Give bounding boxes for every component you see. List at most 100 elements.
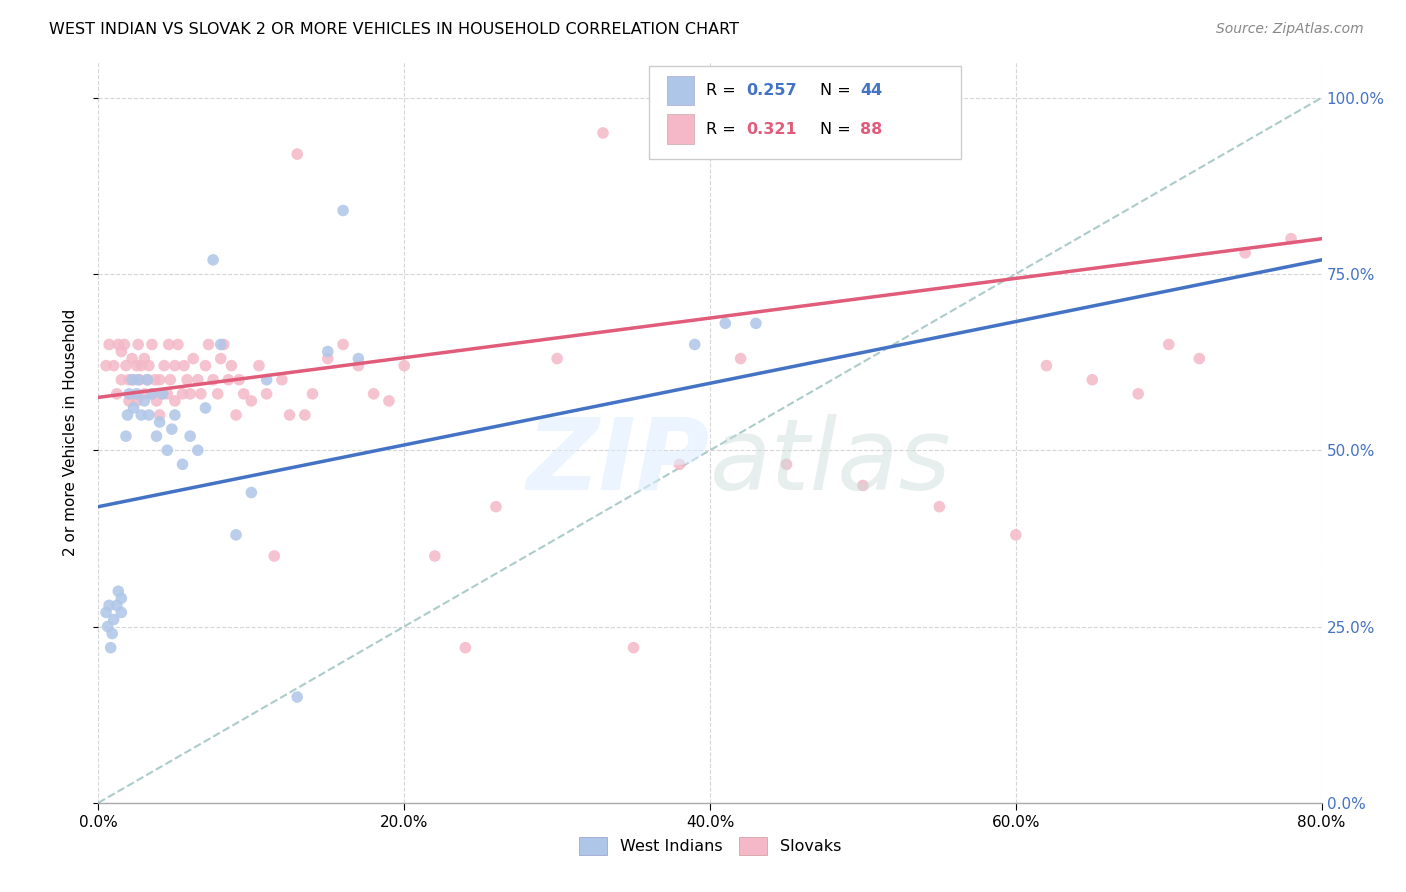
Point: [209, 351, 232, 366]
Point: [110, 606, 132, 620]
Point: [125, 393, 148, 408]
FancyBboxPatch shape: [648, 66, 960, 159]
Text: ZIP: ZIP: [527, 414, 710, 511]
Point: [775, 458, 797, 472]
Text: 0.257: 0.257: [747, 83, 797, 98]
Point: [153, 359, 176, 373]
Point: [110, 344, 132, 359]
Text: R =: R =: [706, 83, 741, 98]
Text: 0.321: 0.321: [747, 121, 797, 136]
Point: [928, 500, 950, 514]
Point: [97, 619, 120, 633]
Point: [852, 478, 875, 492]
Point: [110, 591, 132, 606]
Point: [127, 337, 149, 351]
Point: [256, 387, 278, 401]
Point: [1279, 232, 1302, 246]
Point: [134, 387, 156, 401]
Point: [105, 387, 128, 401]
Point: [141, 387, 163, 401]
Point: [730, 351, 752, 366]
Point: [247, 359, 270, 373]
Point: [136, 373, 159, 387]
Point: [212, 337, 235, 351]
Point: [202, 252, 225, 267]
Point: [125, 387, 148, 401]
Point: [217, 373, 239, 387]
Point: [546, 351, 568, 366]
Text: WEST INDIAN VS SLOVAK 2 OR MORE VEHICLES IN HOUSEHOLD CORRELATION CHART: WEST INDIAN VS SLOVAK 2 OR MORE VEHICLES…: [49, 22, 740, 37]
Point: [263, 549, 285, 563]
Point: [332, 203, 354, 218]
Point: [1157, 337, 1180, 351]
Point: [94, 359, 117, 373]
Point: [745, 316, 768, 330]
Point: [301, 387, 323, 401]
Point: [1035, 359, 1057, 373]
Point: [129, 408, 152, 422]
Text: atlas: atlas: [710, 414, 952, 511]
Point: [256, 373, 278, 387]
Point: [152, 387, 174, 401]
Point: [194, 359, 217, 373]
Point: [316, 344, 339, 359]
Text: R =: R =: [706, 121, 741, 136]
Point: [172, 387, 194, 401]
Point: [163, 359, 186, 373]
Point: [202, 373, 225, 387]
Point: [138, 359, 160, 373]
Point: [194, 401, 217, 415]
Point: [392, 359, 416, 373]
Point: [1188, 351, 1211, 366]
Point: [232, 387, 254, 401]
Point: [107, 584, 129, 599]
Point: [129, 359, 152, 373]
Point: [225, 408, 247, 422]
Point: [187, 443, 209, 458]
Point: [110, 373, 132, 387]
Text: 88: 88: [860, 121, 883, 136]
Point: [141, 387, 163, 401]
Point: [160, 422, 183, 436]
Point: [94, 606, 117, 620]
Point: [159, 373, 181, 387]
Point: [156, 443, 179, 458]
Text: 44: 44: [860, 83, 883, 98]
Point: [1004, 528, 1026, 542]
Point: [136, 373, 159, 387]
Point: [240, 393, 263, 408]
Point: [105, 599, 128, 613]
Point: [149, 408, 172, 422]
Point: [98, 599, 121, 613]
Point: [285, 690, 308, 704]
Point: [347, 351, 370, 366]
Point: [149, 415, 172, 429]
Point: [363, 387, 385, 401]
Point: [592, 126, 614, 140]
Point: [1128, 387, 1150, 401]
Point: [145, 429, 167, 443]
Point: [207, 387, 229, 401]
Point: [115, 429, 138, 443]
Point: [98, 337, 121, 351]
Point: [134, 351, 156, 366]
Point: [117, 408, 139, 422]
Point: [623, 640, 645, 655]
Point: [157, 337, 180, 351]
Point: [121, 351, 143, 366]
Point: [181, 351, 204, 366]
Point: [118, 393, 141, 408]
Legend: West Indians, Slovaks: West Indians, Slovaks: [572, 830, 848, 862]
Point: [128, 373, 150, 387]
Point: [163, 408, 186, 422]
Point: [285, 147, 308, 161]
Point: [112, 337, 135, 351]
Text: N =: N =: [820, 83, 856, 98]
Point: [141, 337, 163, 351]
Point: [107, 337, 129, 351]
Point: [209, 337, 232, 351]
Point: [190, 387, 212, 401]
Point: [156, 387, 179, 401]
Point: [101, 626, 124, 640]
Point: [294, 408, 316, 422]
